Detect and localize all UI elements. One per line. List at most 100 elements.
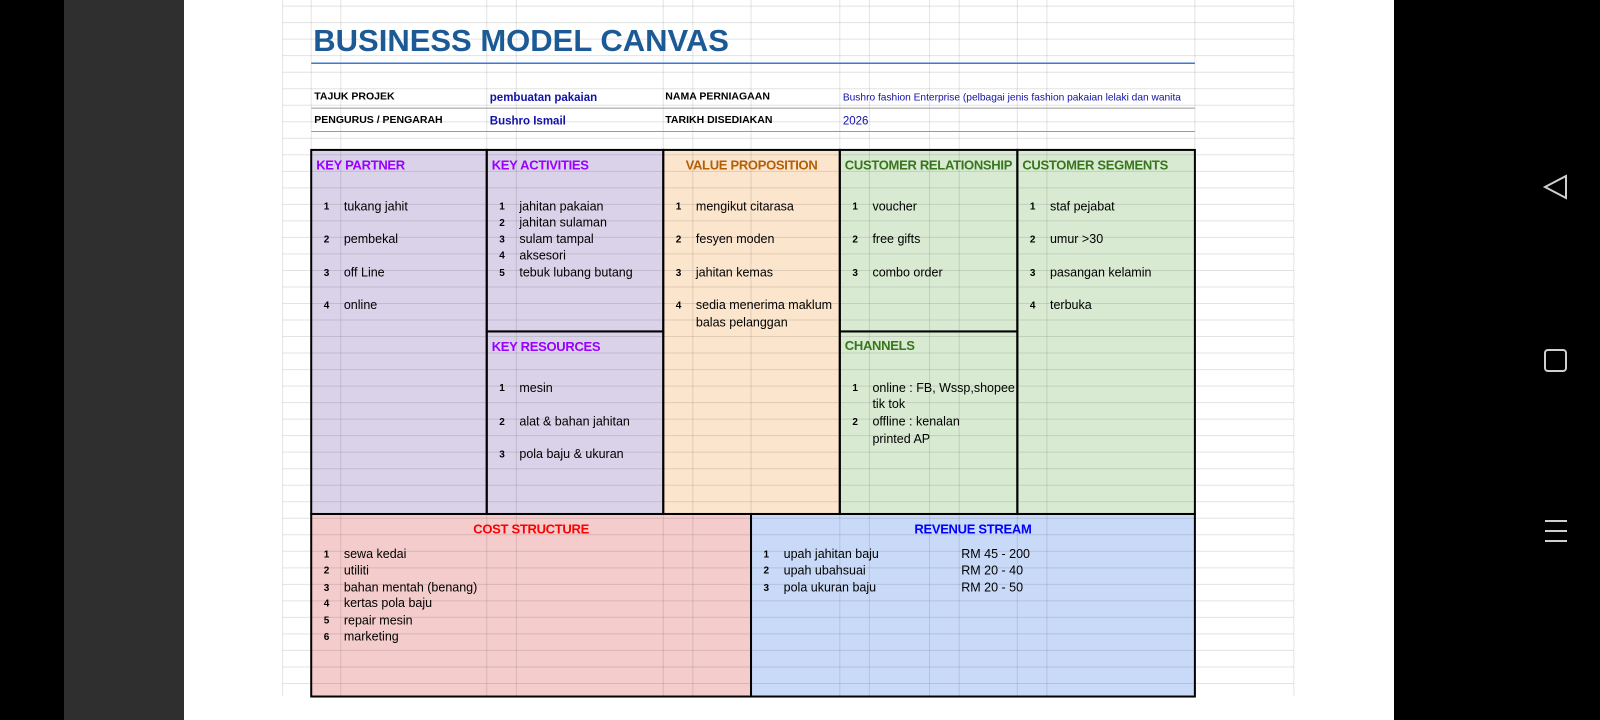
item-text: voucher	[872, 199, 916, 213]
section-bg	[839, 149, 1018, 332]
item-number: 3	[499, 449, 505, 460]
item-text: repair mesin	[344, 613, 413, 627]
item-text: bahan mentah (benang)	[344, 581, 477, 595]
item-number: 1	[1030, 202, 1036, 213]
item-text: alat & bahan jahitan	[519, 414, 630, 428]
item-text: balas pelanggan	[696, 316, 788, 330]
info-value: Bushro Ismail	[490, 115, 566, 127]
item-text: upah jahitan baju	[784, 547, 879, 561]
item-text: aksesori	[519, 248, 566, 262]
sheet: BUSINESS MODEL CANVAS TAJUK PROJEK pembuat…	[282, 0, 1295, 698]
item-number: 3	[764, 583, 770, 594]
info-value: Bushro fashion Enterprise (pelbagai jeni…	[843, 93, 1181, 104]
item-number: 2	[852, 417, 858, 428]
item-text: fesyen moden	[696, 232, 775, 246]
item-text: online	[344, 298, 377, 312]
item-text: jahitan pakaian	[518, 199, 603, 213]
item-amount: RM 20 - 40	[961, 563, 1023, 577]
item-text: off Line	[344, 266, 385, 280]
item-text: mengikut citarasa	[696, 199, 794, 213]
info-label: NAMA PERNIAGAAN	[665, 91, 770, 103]
info-label: PENGURUS / PENGARAH	[314, 114, 442, 126]
item-number: 3	[676, 268, 682, 279]
item-text: staf pejabat	[1050, 199, 1115, 213]
section-border	[750, 512, 1196, 698]
info-value: pembuatan pakaian	[490, 92, 597, 104]
section-bg	[663, 149, 840, 514]
item-number: 2	[499, 218, 505, 229]
item-number: 2	[676, 234, 682, 245]
item-number: 4	[324, 598, 330, 609]
section-title: KEY ACTIVITIES	[492, 158, 590, 173]
item-number: 3	[852, 268, 858, 279]
section-title: KEY RESOURCES	[492, 339, 601, 354]
item-text: sedia menerima maklum	[696, 298, 832, 312]
item-text: tebuk lubang butang	[519, 266, 632, 280]
item-text: kertas pola baju	[344, 596, 432, 610]
item-text: utiliti	[344, 563, 369, 577]
home-button[interactable]	[1544, 349, 1567, 372]
item-text: sewa kedai	[344, 547, 407, 561]
item-number: 2	[324, 566, 330, 577]
item-text: terbuka	[1050, 298, 1092, 312]
item-number: 5	[324, 616, 330, 627]
section-title: COST STRUCTURE	[473, 522, 589, 537]
item-number: 3	[324, 268, 330, 279]
item-text: printed AP	[872, 432, 930, 446]
item-text: pembekal	[344, 232, 398, 246]
item-text: offline : kenalan	[872, 414, 959, 428]
item-text: tik tok	[872, 397, 905, 411]
item-text: umur >30	[1050, 232, 1103, 246]
item-number: 1	[324, 549, 330, 560]
item-number: 1	[324, 202, 330, 213]
item-number: 2	[1030, 234, 1036, 245]
item-number: 3	[499, 234, 505, 245]
item-number: 2	[324, 234, 330, 245]
item-text: pasangan kelamin	[1050, 266, 1152, 280]
info-label: TAJUK PROJEK	[314, 91, 395, 103]
item-amount: RM 45 - 200	[961, 547, 1030, 561]
item-number: 4	[676, 301, 682, 312]
section-bg	[1017, 149, 1195, 514]
section-bg	[839, 331, 1018, 514]
item-text: pola ukuran baju	[784, 581, 876, 595]
item-text: tukang jahit	[344, 199, 408, 213]
title: BUSINESS MODEL CANVAS	[313, 23, 729, 58]
item-number: 4	[324, 301, 330, 312]
info-value: 2026	[843, 115, 869, 127]
item-number: 2	[852, 234, 858, 245]
section-bg	[486, 149, 664, 332]
section-title: KEY PARTNER	[316, 158, 406, 173]
item-text: jahitan kemas	[695, 266, 773, 280]
section-bg	[751, 513, 1195, 697]
item-text: mesin	[519, 381, 552, 395]
item-amount: RM 20 - 50	[961, 581, 1023, 595]
section-title: CHANNELS	[845, 338, 915, 353]
item-number: 2	[499, 417, 505, 428]
item-number: 1	[499, 383, 505, 394]
section-bg	[311, 149, 487, 514]
section-title: REVENUE STREAM	[914, 522, 1031, 537]
item-text: combo order	[872, 266, 942, 280]
item-text: jahitan sulaman	[518, 216, 607, 230]
nav-buttons	[1542, 174, 1567, 542]
item-text: marketing	[344, 630, 399, 644]
item-number: 1	[499, 202, 505, 213]
item-text: sulam tampal	[519, 232, 593, 246]
item-number: 2	[764, 566, 770, 577]
back-button[interactable]	[1542, 174, 1567, 200]
menu-button[interactable]	[1545, 520, 1567, 542]
item-text: free gifts	[872, 232, 920, 246]
section-title: CUSTOMER SEGMENTS	[1022, 158, 1168, 173]
item-text: upah ubahsuai	[784, 563, 866, 577]
item-number: 3	[1030, 268, 1036, 279]
info-label: TARIKH DISEDIAKAN	[665, 114, 772, 126]
item-number: 4	[499, 251, 505, 262]
item-text: pola baju & ukuran	[519, 447, 623, 461]
item-number: 1	[852, 202, 858, 213]
section-bg	[486, 331, 664, 514]
item-number: 1	[852, 383, 858, 394]
section-title: CUSTOMER RELATIONSHIP	[845, 158, 1013, 173]
